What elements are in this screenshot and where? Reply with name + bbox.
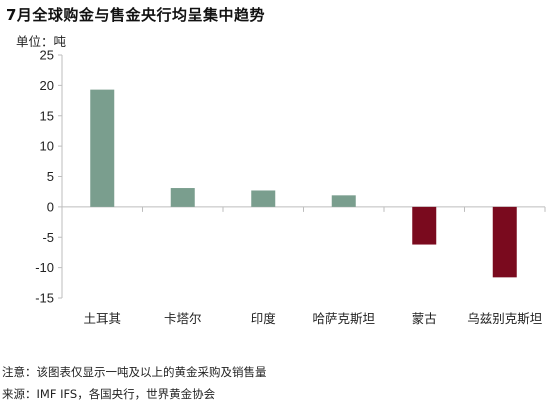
chart-source: 来源：IMF IFS，各国央行，世界黄金协会	[2, 387, 216, 401]
y-tick-label: 5	[47, 169, 54, 184]
y-tick-label: 15	[40, 108, 54, 123]
axes	[61, 55, 546, 298]
category-labels: 土耳其 卡塔尔 印度 哈萨克斯坦 蒙古 乌兹别克斯坦	[83, 311, 542, 326]
y-tick-label: 25	[40, 48, 54, 63]
bar-6	[492, 206, 517, 278]
y-tick-label: 20	[40, 78, 54, 93]
category-label: 卡塔尔	[164, 311, 202, 326]
chart-note: 注意：该图表仅显示一吨及以上的黄金采购及销售量	[2, 365, 267, 379]
y-tick-label: 10	[40, 139, 54, 154]
bar-5	[412, 206, 437, 245]
category-label: 哈萨克斯坦	[312, 311, 375, 326]
bar-3	[251, 190, 276, 207]
y-tick-label: -15	[35, 291, 54, 306]
category-label: 土耳其	[83, 311, 121, 326]
bar-4	[331, 195, 356, 207]
category-label: 印度	[251, 311, 277, 326]
y-tick-label: -5	[42, 230, 54, 245]
y-tick-labels: 25 20 15 10 5 0 -5 -10 -15	[35, 48, 62, 306]
y-tick-label: 0	[47, 199, 54, 214]
bar-1	[90, 89, 115, 207]
bar-chart: 25 20 15 10 5 0 -5 -10 -15 土耳其 卡塔尔 印度 哈萨克斯坦 蒙古 乌兹别克斯坦	[35, 48, 546, 326]
category-label: 蒙古	[412, 311, 437, 326]
bar-2	[170, 188, 195, 207]
bars	[90, 89, 517, 278]
chart-title: 7月全球购金与售金央行均呈集中趋势	[6, 6, 265, 24]
y-tick-label: -10	[35, 260, 54, 275]
unit-label: 单位：吨	[16, 34, 67, 49]
category-label: 乌兹别克斯坦	[467, 311, 542, 326]
